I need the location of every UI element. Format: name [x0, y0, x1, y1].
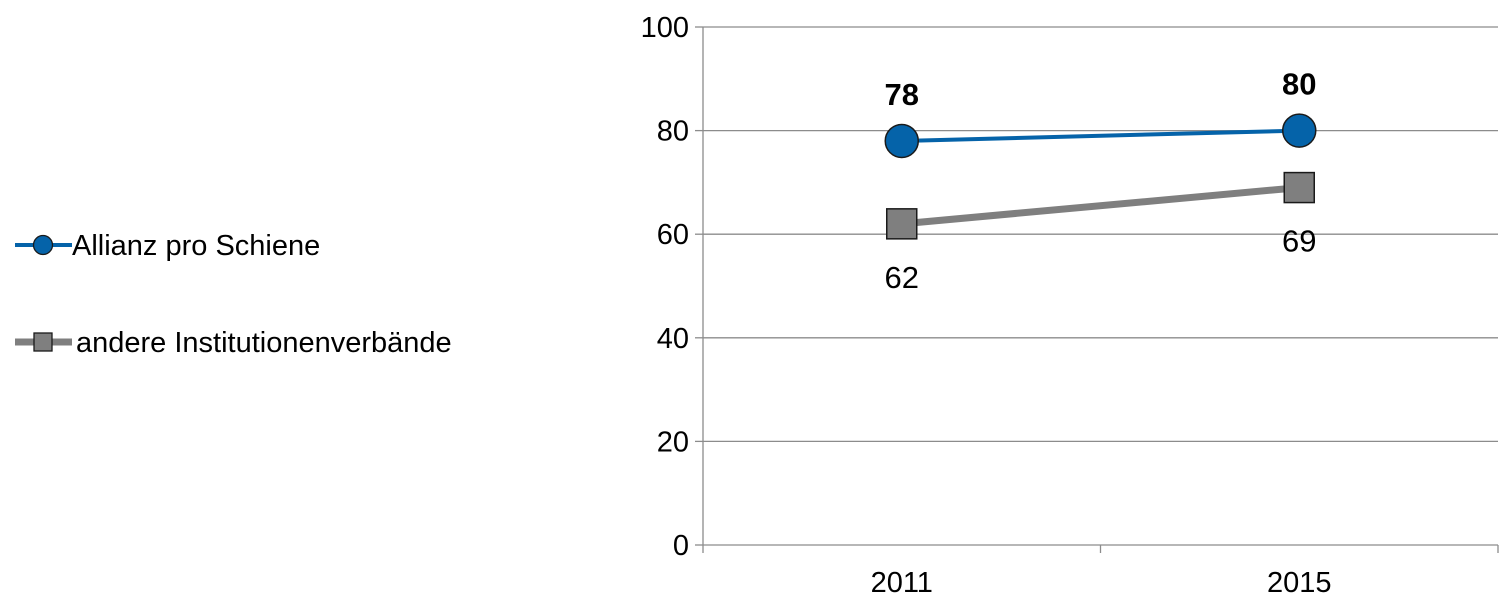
x-tick-label: 2015 [1267, 567, 1332, 599]
gridlines [703, 26, 1498, 443]
y-tick-label: 40 [657, 323, 689, 355]
x-tick-label: 2011 [871, 567, 933, 599]
data-labels: 62 69 78 80 [885, 67, 1317, 295]
y-tick-label: 80 [657, 116, 689, 148]
data-label: 78 [885, 77, 919, 112]
data-point-circle [884, 123, 919, 159]
legend-marker-square [33, 332, 53, 352]
y-tick-label: 20 [657, 426, 689, 458]
y-tick-label: 60 [657, 219, 689, 251]
legend-item-1: andere Institutionenverbände [15, 327, 452, 359]
legend-marker-circle [32, 234, 54, 256]
data-point-square [886, 208, 918, 240]
legend: Allianz pro Schiene andere Institutionenv… [15, 230, 452, 359]
series-line-1 [901, 184, 1300, 228]
legend-label: Allianz pro Schiene [72, 230, 320, 262]
axes: 0 20 40 60 80 100 2011 2015 [641, 12, 1499, 599]
legend-label: andere Institutionenverbände [76, 327, 452, 359]
series [884, 113, 1317, 240]
data-point-square [1283, 171, 1315, 204]
series-line-0 [901, 128, 1300, 143]
data-point-circle [1282, 113, 1317, 148]
data-label: 80 [1282, 67, 1316, 102]
y-tick-label: 100 [641, 12, 689, 44]
data-label: 69 [1282, 224, 1316, 259]
legend-item-0: Allianz pro Schiene [15, 230, 320, 262]
y-tick-label: 0 [673, 530, 689, 562]
data-label: 62 [885, 260, 919, 295]
